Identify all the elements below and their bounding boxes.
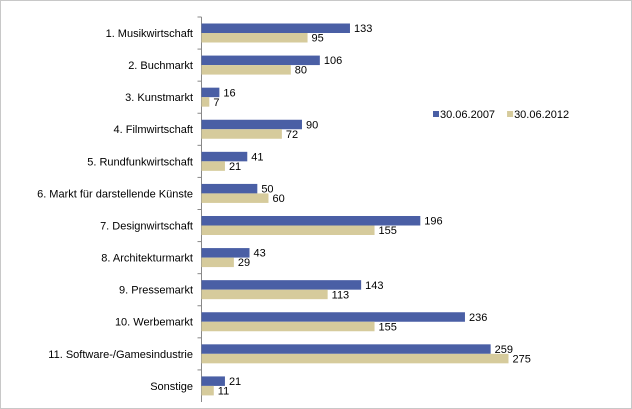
category-label: 1. Musikwirtschaft: [106, 28, 193, 40]
bar: [201, 97, 210, 107]
category-label: 9. Pressemarkt: [119, 285, 193, 297]
bar: [201, 344, 491, 354]
value-label: 41: [251, 151, 263, 163]
value-label: 143: [365, 280, 383, 292]
bar: [201, 65, 291, 75]
value-label: 95: [312, 33, 324, 45]
legend-swatch: [507, 111, 514, 117]
bar: [201, 55, 320, 66]
legend-swatch: [433, 111, 439, 117]
bar: [201, 257, 234, 268]
bar: [201, 385, 214, 396]
value-label: 60: [272, 193, 284, 205]
legend-label: 30.06.2007: [440, 109, 495, 121]
bar: [201, 119, 302, 130]
bar: [201, 161, 225, 171]
category-label: 3. Kunstmarkt: [125, 92, 193, 104]
category-label: 10. Werbemarkt: [115, 317, 193, 329]
bar: [201, 216, 421, 226]
value-label: 16: [223, 87, 235, 99]
value-label: 236: [469, 312, 487, 324]
value-label: 113: [332, 289, 350, 301]
value-label: 90: [306, 119, 318, 131]
value-label: 50: [261, 184, 273, 196]
bar: [201, 353, 509, 364]
value-label: 196: [424, 216, 442, 228]
value-label: 72: [286, 129, 298, 141]
bar: [201, 151, 248, 162]
value-label: 275: [513, 353, 531, 365]
value-label: 155: [379, 321, 397, 333]
category-label: 5. Rundfunkwirtschaft: [87, 156, 193, 168]
value-label: 21: [229, 376, 241, 388]
value-label: 29: [238, 257, 250, 269]
category-label: 11. Software-/Gamesindustrie: [48, 349, 193, 361]
bar: [201, 183, 258, 194]
bar: [201, 289, 328, 300]
bar: [201, 312, 465, 322]
category-label: 7. Designwirtschaft: [100, 220, 193, 232]
bar: [201, 376, 225, 386]
value-label: 7: [213, 97, 219, 109]
bar: [201, 248, 250, 258]
value-label: 155: [379, 225, 397, 237]
value-label: 43: [254, 248, 266, 260]
category-label: Sonstige: [150, 381, 193, 393]
value-label: 21: [229, 161, 241, 173]
category-label: 2. Buchmarkt: [128, 60, 193, 72]
category-label: 4. Filmwirtschaft: [114, 124, 193, 136]
bar: [201, 87, 220, 98]
value-label: 106: [324, 55, 342, 67]
bar: [201, 129, 282, 139]
legend-label: 30.06.2012: [514, 109, 569, 121]
value-label: 80: [295, 65, 307, 77]
value-label: 133: [354, 23, 372, 35]
bar: [201, 33, 308, 43]
bar: [201, 23, 350, 33]
bar: [201, 321, 375, 332]
category-label: 8. Architekturmarkt: [101, 253, 193, 265]
bar: [201, 193, 269, 203]
value-label: 259: [495, 344, 513, 356]
category-label: 6. Markt für darstellende Künste: [37, 188, 193, 200]
bar: [201, 225, 375, 235]
value-label: 11: [218, 386, 229, 398]
bar: [201, 280, 362, 290]
